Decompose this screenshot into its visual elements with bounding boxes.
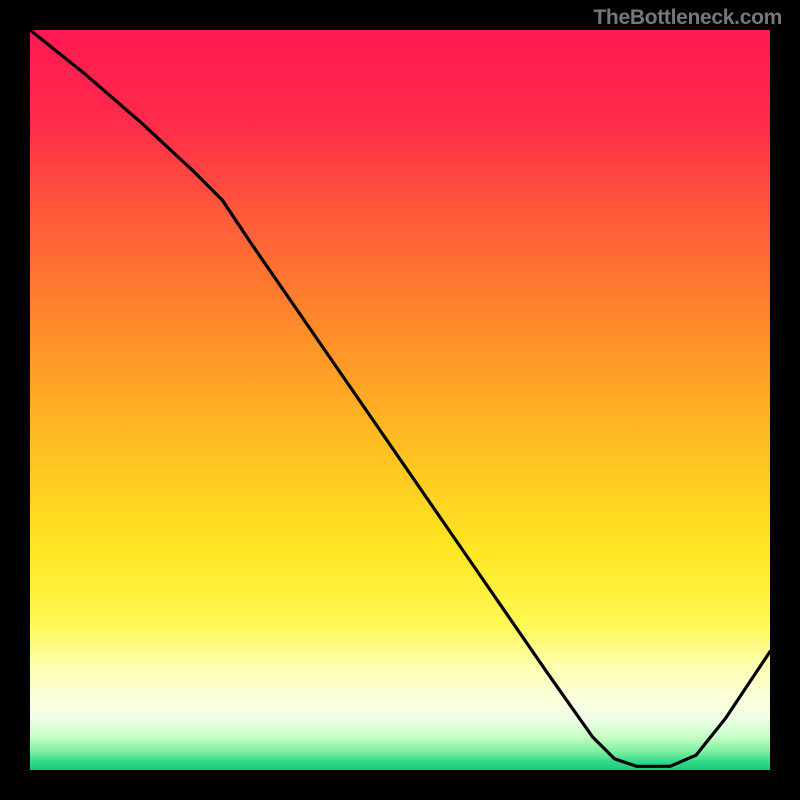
chart-container: TheBottleneck.com: [0, 0, 800, 800]
watermark-text: TheBottleneck.com: [593, 6, 782, 30]
curve-line: [30, 30, 770, 770]
plot-area: [30, 30, 770, 770]
